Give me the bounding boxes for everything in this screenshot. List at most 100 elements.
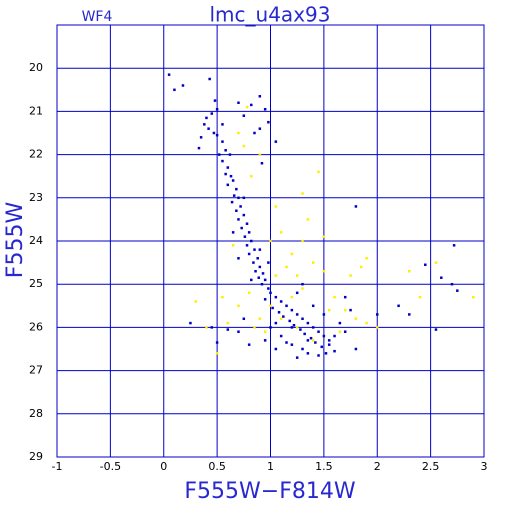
point bbox=[456, 289, 459, 292]
point bbox=[261, 272, 265, 275]
point bbox=[252, 261, 255, 264]
point bbox=[237, 196, 240, 200]
point bbox=[226, 166, 230, 169]
point bbox=[301, 347, 304, 351]
point bbox=[354, 347, 358, 351]
point bbox=[269, 326, 272, 329]
point bbox=[247, 343, 251, 346]
point bbox=[235, 187, 238, 191]
point bbox=[221, 123, 224, 126]
point bbox=[343, 330, 347, 333]
point bbox=[258, 153, 262, 156]
point bbox=[263, 278, 267, 282]
point bbox=[274, 140, 278, 143]
point bbox=[327, 339, 331, 342]
y-tick-label: 26 bbox=[29, 320, 43, 333]
point bbox=[301, 192, 304, 195]
point bbox=[247, 252, 251, 256]
point bbox=[279, 317, 283, 321]
point bbox=[218, 153, 221, 156]
point bbox=[285, 304, 288, 308]
point bbox=[424, 263, 427, 267]
point bbox=[269, 304, 272, 308]
point bbox=[285, 265, 288, 269]
point bbox=[229, 174, 233, 178]
point bbox=[271, 306, 274, 310]
point bbox=[306, 339, 310, 342]
point bbox=[343, 308, 347, 312]
point bbox=[253, 131, 256, 135]
point bbox=[205, 116, 208, 120]
point bbox=[274, 347, 278, 351]
point bbox=[274, 205, 278, 208]
point bbox=[290, 295, 294, 299]
x-tick-label: 1.5 bbox=[315, 460, 333, 473]
point bbox=[231, 231, 235, 234]
point bbox=[333, 349, 336, 353]
point bbox=[189, 321, 192, 325]
point bbox=[282, 315, 285, 318]
point bbox=[322, 334, 326, 338]
point bbox=[333, 295, 336, 299]
point bbox=[253, 248, 256, 251]
point bbox=[267, 261, 270, 264]
point bbox=[279, 231, 283, 234]
point bbox=[349, 274, 352, 277]
point bbox=[205, 326, 208, 329]
point bbox=[221, 295, 224, 299]
chip-label: WF4 bbox=[82, 9, 113, 25]
point bbox=[254, 269, 257, 273]
point bbox=[258, 317, 262, 321]
y-tick-label: 25 bbox=[29, 277, 43, 290]
y-tick-label: 24 bbox=[29, 234, 43, 247]
point bbox=[253, 326, 256, 329]
point bbox=[237, 218, 240, 221]
point bbox=[290, 308, 294, 312]
point bbox=[279, 300, 283, 303]
point bbox=[194, 300, 198, 303]
point bbox=[263, 107, 267, 111]
point bbox=[320, 345, 323, 349]
y-tick-label: 23 bbox=[29, 191, 43, 204]
x-tick-label: 2.5 bbox=[422, 460, 440, 473]
point bbox=[269, 291, 272, 295]
point bbox=[290, 343, 294, 346]
point bbox=[245, 222, 249, 225]
point bbox=[327, 343, 331, 346]
point bbox=[250, 278, 253, 282]
point bbox=[295, 313, 299, 316]
point bbox=[290, 252, 294, 256]
point bbox=[210, 326, 214, 329]
point bbox=[317, 354, 320, 357]
point bbox=[397, 304, 400, 308]
point bbox=[303, 332, 306, 336]
point bbox=[235, 209, 238, 213]
point bbox=[295, 326, 299, 329]
point bbox=[245, 105, 249, 109]
point bbox=[226, 321, 230, 325]
point bbox=[324, 352, 328, 355]
point bbox=[224, 172, 227, 176]
point bbox=[260, 161, 264, 165]
point bbox=[250, 174, 253, 178]
point bbox=[215, 107, 219, 111]
point bbox=[288, 319, 291, 323]
point bbox=[237, 330, 240, 333]
point bbox=[359, 265, 363, 269]
point bbox=[260, 282, 264, 286]
point bbox=[258, 127, 262, 130]
point bbox=[239, 205, 242, 208]
x-tick-label: 1 bbox=[267, 460, 274, 473]
point bbox=[322, 269, 326, 273]
point bbox=[434, 328, 438, 331]
point bbox=[306, 321, 310, 325]
x-tick-label: 0.5 bbox=[208, 460, 226, 473]
point bbox=[452, 244, 456, 247]
point bbox=[317, 330, 320, 333]
point bbox=[242, 114, 246, 117]
point bbox=[311, 326, 315, 329]
point bbox=[197, 146, 201, 150]
point bbox=[408, 269, 411, 273]
point bbox=[311, 261, 315, 264]
point bbox=[226, 183, 230, 187]
